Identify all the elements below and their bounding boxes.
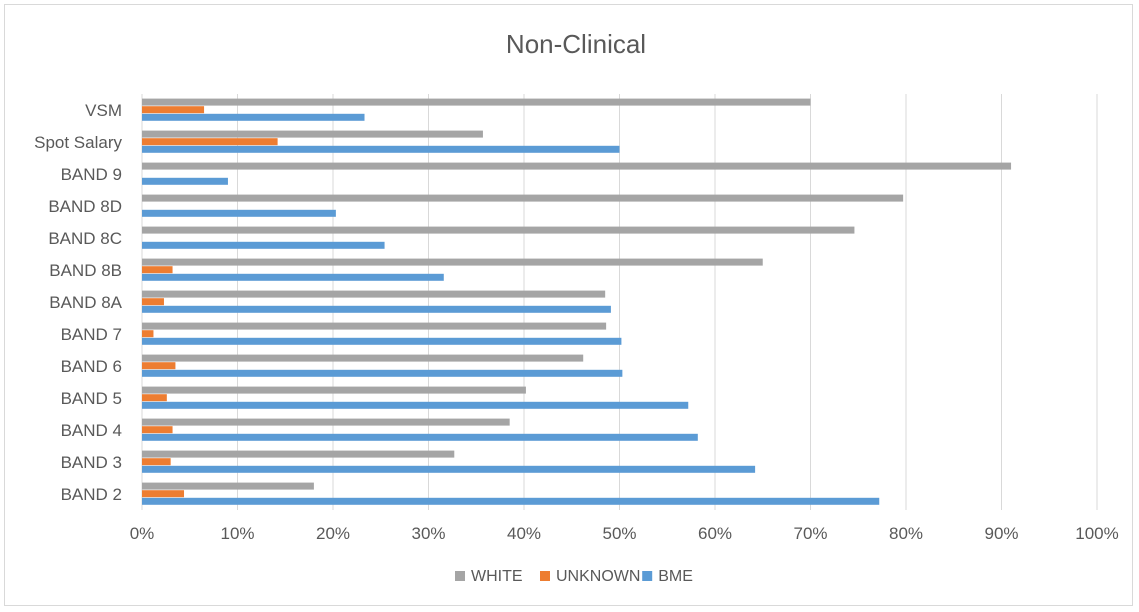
legend-label: UNKNOWN <box>556 568 640 585</box>
bar-bme <box>142 145 620 153</box>
category-label: BAND 2 <box>61 485 122 504</box>
bar-white <box>142 418 510 426</box>
x-tick-label: 60% <box>698 524 732 543</box>
x-tick-label: 80% <box>889 524 923 543</box>
bar-bme <box>142 433 698 441</box>
bar-white <box>142 258 763 266</box>
category-label: BAND 8D <box>48 197 122 216</box>
bar-bme <box>142 369 623 377</box>
x-tick-label: 10% <box>220 524 254 543</box>
category-label: BAND 8C <box>48 229 122 248</box>
bar-bme <box>142 465 756 473</box>
bar-white <box>142 194 904 202</box>
x-tick-label: 0% <box>130 524 155 543</box>
bar-white <box>142 322 607 330</box>
category-label: BAND 5 <box>61 389 122 408</box>
bar-white <box>142 98 811 106</box>
x-tick-label: 90% <box>984 524 1018 543</box>
bar-bme <box>142 337 622 345</box>
bar-white <box>142 290 606 298</box>
bar-white <box>142 450 455 458</box>
bar-unknown <box>142 138 278 146</box>
bar-bme <box>142 273 444 281</box>
bar-white <box>142 162 1012 170</box>
bar-white <box>142 482 314 490</box>
legend-label: WHITE <box>471 568 523 585</box>
x-tick-label: 70% <box>793 524 827 543</box>
bar-bme <box>142 241 385 249</box>
legend-swatch-bme <box>642 571 653 581</box>
legend: WHITE UNKNOWN BME <box>455 568 693 585</box>
bar-unknown <box>142 298 164 306</box>
bar-white <box>142 130 483 138</box>
bar-bme <box>142 209 336 217</box>
bar-white <box>142 226 855 234</box>
bar-bme <box>142 305 611 313</box>
bar-unknown <box>142 266 173 274</box>
category-label: BAND 8B <box>49 261 122 280</box>
bar-unknown <box>142 394 167 402</box>
category-label: VSM <box>85 101 122 120</box>
legend-swatch-unknown <box>540 571 550 581</box>
category-label: BAND 8A <box>49 293 122 312</box>
category-label: BAND 4 <box>61 421 122 440</box>
x-tick-label: 20% <box>316 524 350 543</box>
gridlines <box>141 94 1098 510</box>
bar-bme <box>142 497 880 505</box>
bar-unknown <box>142 458 171 466</box>
bar-bme <box>142 177 228 185</box>
bar-unknown <box>142 426 173 434</box>
category-label: BAND 6 <box>61 357 122 376</box>
bar-bme <box>142 401 689 409</box>
x-tick-label: 40% <box>507 524 541 543</box>
bar-unknown <box>142 330 154 338</box>
bar-unknown <box>142 362 176 370</box>
category-label: BAND 9 <box>61 165 122 184</box>
bar-white <box>142 354 584 362</box>
x-tick-label: 100% <box>1075 524 1118 543</box>
category-labels: VSM Spot Salary BAND 9 BAND 8D BAND 8C BAND 8… <box>34 101 123 504</box>
category-label: Spot Salary <box>34 133 122 152</box>
bar-unknown <box>142 106 205 114</box>
category-label: BAND 3 <box>61 453 122 472</box>
bar-unknown <box>142 490 185 498</box>
x-tick-label: 30% <box>411 524 445 543</box>
x-tick-label: 50% <box>602 524 636 543</box>
legend-label: BME <box>658 568 693 585</box>
category-label: BAND 7 <box>61 325 122 344</box>
bar-bme <box>142 113 365 121</box>
chart-title: Non-Clinical <box>506 29 646 59</box>
bars <box>142 98 1012 505</box>
x-tick-labels: 0% 10% 20% 30% 40% 50% 60% 70% 80% 90% 100% <box>130 524 1119 543</box>
legend-swatch-white <box>455 571 465 581</box>
bar-white <box>142 386 526 394</box>
